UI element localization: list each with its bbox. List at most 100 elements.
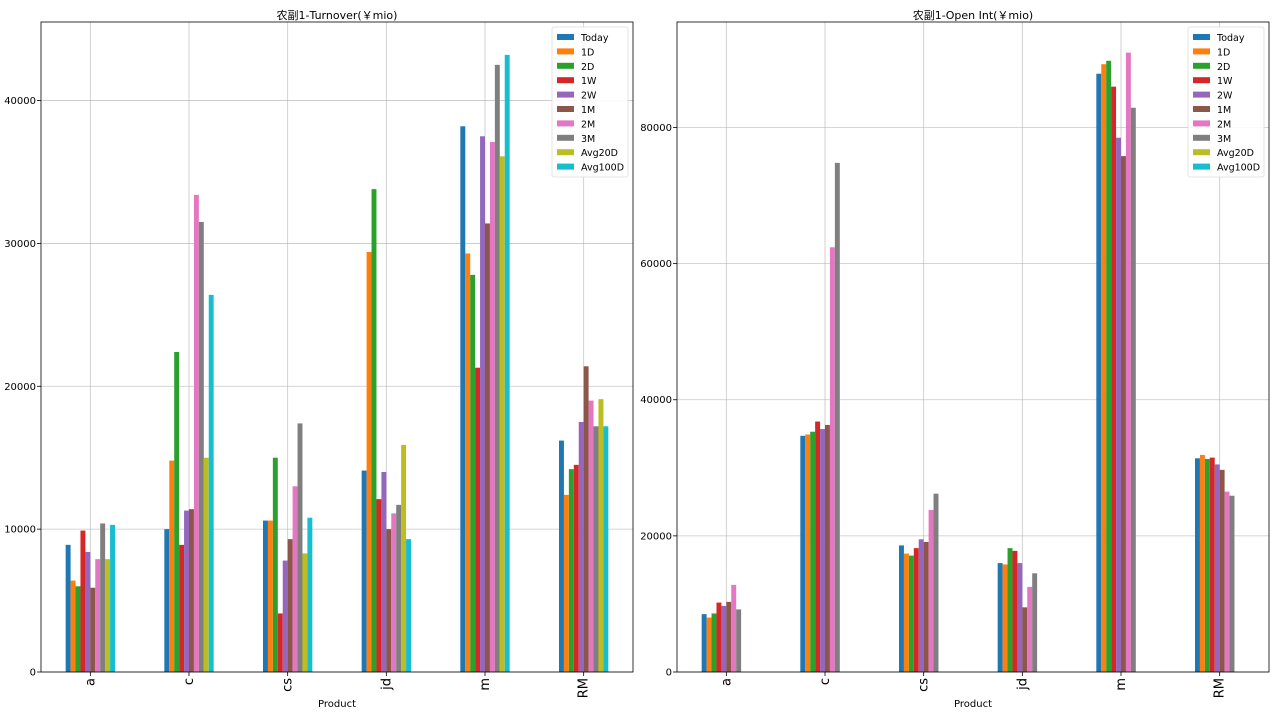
bar-avg20d-a (105, 559, 111, 672)
bar-1m-a (90, 587, 96, 672)
bar-2m-m (489, 142, 495, 672)
bar-3m-cs (297, 423, 303, 672)
bar-1w-a (716, 602, 722, 672)
x-tick-label: c (182, 678, 197, 685)
bar-3m-jd (1032, 573, 1038, 672)
y-tick-label: 60000 (640, 259, 672, 270)
x-tick-label: a (83, 678, 98, 686)
bar-today-cs (899, 545, 904, 672)
legend-label: 1W (1217, 76, 1233, 87)
bar-1m-c (825, 424, 830, 672)
bar-1m-rm (583, 366, 589, 672)
plot-frame (676, 21, 1270, 673)
bar-1w-a (80, 530, 86, 672)
legend-swatch-2d (1193, 62, 1210, 69)
legend: Today 1D 2D 1W 2W 1M 2M 3M Avg20D Avg100D (1187, 26, 1265, 178)
bar-avg20d-cs (302, 553, 308, 672)
bar-2m-rm (588, 400, 594, 672)
bar-1d-a (70, 580, 76, 672)
bar-avg100d-m (504, 54, 510, 673)
bar-2m-c (829, 247, 835, 672)
legend-swatch-avg20d (557, 149, 574, 156)
legend-label: 2M (581, 119, 595, 130)
legend-label: 3M (581, 134, 595, 145)
legend: Today 1D 2D 1W 2W 1M 2M 3M Avg20D Avg100D (551, 26, 629, 178)
bar-avg20d-jd (401, 444, 407, 672)
y-tick-label: 40000 (640, 395, 672, 406)
legend-swatch-1w (1193, 77, 1210, 84)
bar-avg20d-m (499, 156, 505, 673)
bar-2d-a (711, 613, 717, 672)
bar-3m-cs (933, 493, 939, 672)
bar-1d-m (1101, 64, 1107, 672)
bar-3m-c (834, 162, 840, 672)
legend-label: 1D (1217, 47, 1230, 58)
y-tick-label: 10000 (4, 525, 36, 536)
bar-2w-a (85, 552, 91, 672)
bar-1w-c (815, 421, 821, 672)
legend-label: 2W (1217, 91, 1233, 102)
legend-label: 1M (1217, 105, 1231, 116)
y-tick-label: 40000 (4, 96, 36, 107)
y-tick-label: 80000 (640, 123, 672, 134)
bar-1d-m (465, 253, 471, 672)
y-tick-label: 0 (30, 668, 36, 679)
bar-3m-a (100, 523, 106, 672)
bar-1m-jd (1022, 607, 1028, 672)
bar-2w-jd (1017, 563, 1023, 672)
bar-1w-rm (573, 464, 579, 672)
bar-2m-jd (391, 513, 397, 672)
bar-3m-m (494, 64, 500, 673)
legend-swatch-3m (1193, 134, 1210, 141)
bar-1m-m (1121, 156, 1126, 673)
legend-swatch-today (1193, 34, 1210, 40)
chart-panel-1: 0 10000 20000 30000 40000 a c cs jd m RM Product 农副1… (4, 8, 634, 710)
bar-1w-c (179, 544, 185, 672)
bar-2w-a (721, 605, 727, 672)
bar-2d-m (1106, 60, 1112, 672)
legend-swatch-2m (557, 120, 574, 127)
bar-2m-jd (1027, 586, 1033, 672)
bar-1d-c (169, 460, 175, 672)
bar-2m-a (95, 559, 101, 672)
bar-2d-rm (1204, 458, 1210, 672)
x-tick-label: RM (577, 678, 592, 698)
bar-today-cs (263, 520, 268, 672)
bar-1m-cs (287, 539, 293, 672)
legend-label: 1W (581, 76, 597, 87)
legend-swatch-avg100d (1193, 163, 1210, 170)
bar-2w-m (480, 136, 485, 673)
bar-avg100d-c (208, 294, 214, 672)
bar-2w-c (820, 429, 825, 672)
bar-1d-cs (267, 520, 273, 672)
bar-1m-jd (386, 529, 392, 672)
legend-swatch-1w (557, 77, 574, 84)
legend-swatch-2m (1193, 120, 1210, 127)
bar-today-m (1096, 73, 1102, 673)
legend-swatch-1m (557, 106, 574, 112)
bar-2d-jd (1007, 548, 1013, 672)
bar-today-jd (361, 470, 367, 672)
legend-swatch-2w (557, 91, 574, 98)
y-tick-label: 20000 (640, 531, 672, 542)
x-tick-label: jd (1015, 678, 1030, 691)
bar-1d-jd (1002, 564, 1008, 672)
x-tick-label: jd (379, 678, 394, 691)
bar-1m-c (189, 509, 194, 672)
bar-2d-a (75, 586, 81, 672)
bar-1w-m (1111, 86, 1117, 673)
legend-swatch-1m (1193, 106, 1210, 112)
x-tick-label: cs (281, 678, 296, 692)
bar-1w-m (475, 367, 481, 672)
x-tick-label: c (818, 678, 833, 685)
bar-2w-jd (381, 472, 387, 672)
bar-2m-m (1125, 52, 1131, 672)
bar-1w-jd (376, 499, 382, 672)
bar-today-m (460, 126, 466, 673)
legend-label: 1M (581, 105, 595, 116)
bar-1d-cs (903, 553, 909, 672)
chart-title: 农副1-Turnover(￥mio) (277, 8, 398, 22)
bar-2w-cs (282, 560, 288, 672)
legend-swatch-2d (557, 62, 574, 69)
bar-3m-rm (593, 426, 599, 672)
